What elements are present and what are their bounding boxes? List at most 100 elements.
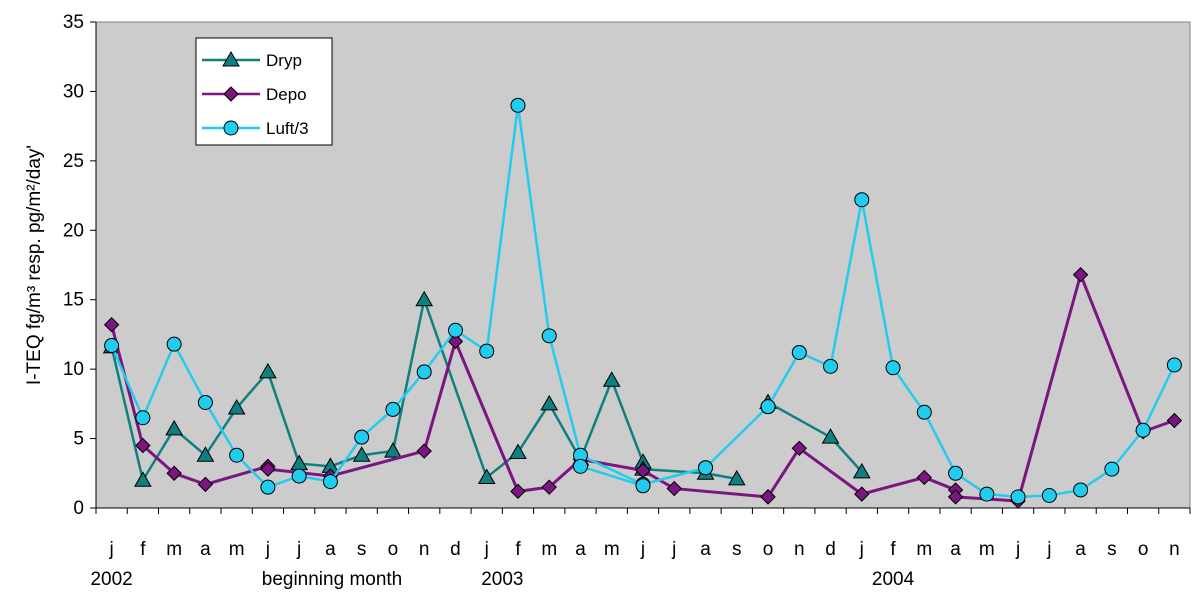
data-point-circle: [541, 328, 557, 344]
series-line: [110, 104, 706, 489]
legend-item: Depo: [202, 85, 307, 104]
data-point-circle: [291, 468, 307, 484]
y-tick-labels: 0 5 10 15 20 25 30 35: [63, 12, 84, 519]
data-point-circle: [854, 192, 870, 208]
data-point-circle: [948, 465, 964, 481]
x-tick-label: f: [515, 539, 521, 560]
data-point-diamond: [197, 476, 214, 493]
data-point-circle: [354, 429, 370, 445]
x-tick-label: j: [671, 539, 676, 560]
x-tick-label: j: [640, 539, 645, 560]
data-point-triangle: [852, 462, 871, 479]
data-point-circle: [885, 360, 901, 376]
data-point-triangle: [134, 471, 152, 487]
x-tick-label: d: [450, 539, 461, 560]
x-tick-label: j: [1015, 539, 1020, 560]
legend-item: Luft/3: [202, 119, 309, 138]
data-point-circle: [416, 364, 432, 380]
y-tick-label: 10: [63, 359, 84, 380]
x-tick-label: s: [1107, 539, 1117, 560]
data-point-triangle: [227, 399, 246, 415]
data-point-diamond: [447, 333, 464, 350]
x-tick-label: a: [1075, 539, 1086, 560]
data-point-diamond: [1166, 412, 1183, 429]
data-point-triangle: [222, 50, 240, 67]
x-tick-label: d: [825, 539, 836, 560]
x-tick-label: n: [419, 539, 430, 560]
year-labels: 2002 2003 2004: [90, 569, 914, 590]
data-point-circle: [979, 486, 995, 502]
data-point-circle: [1135, 422, 1151, 438]
data-point-circle: [1010, 489, 1026, 505]
y-tick-label: 25: [63, 151, 84, 172]
x-tick-label: j: [265, 539, 270, 560]
data-point-circle: [698, 460, 714, 476]
legend-item: Dryp: [202, 50, 302, 70]
x-tick-label: f: [890, 539, 896, 560]
data-point-circle: [166, 336, 182, 352]
data-point-circle: [572, 458, 588, 474]
x-tick-label: f: [140, 539, 146, 560]
data-point-circle: [1041, 488, 1057, 504]
data-point-circle: [635, 478, 651, 494]
x-tick-label: m: [979, 539, 995, 560]
data-point-diamond: [166, 465, 182, 481]
y-tick-label: 30: [63, 81, 84, 102]
data-point-circle: [197, 394, 213, 410]
year-label: 2004: [872, 569, 915, 590]
data-point-triangle: [727, 469, 746, 486]
data-point-triangle: [415, 290, 434, 307]
data-point-circle: [760, 399, 776, 415]
legend-label: Luft/3: [266, 119, 309, 138]
y-axis-label: I-TEQ fg/m³ resp. pg/m²/day': [24, 145, 45, 385]
data-point-diamond: [760, 489, 776, 505]
data-point-triangle: [259, 362, 277, 379]
data-point-circle: [791, 344, 807, 360]
data-point-triangle: [821, 428, 840, 444]
data-point-circle: [447, 322, 463, 338]
data-point-triangle: [477, 468, 496, 484]
data-point-circle: [1104, 461, 1120, 477]
data-point-circle: [1166, 357, 1182, 373]
axes: [90, 21, 1191, 514]
series-luft-3: [104, 97, 1182, 505]
x-tick-label: j: [859, 539, 864, 560]
year-label: 2003: [481, 569, 523, 590]
data-point-circle: [229, 447, 245, 463]
y-tick-label: 20: [63, 220, 84, 241]
x-tick-label: m: [229, 539, 245, 560]
x-tick-label: j: [484, 539, 489, 560]
y-tick-label: 35: [63, 12, 84, 33]
x-tick-label: s: [357, 539, 367, 560]
x-tick-label: a: [325, 539, 336, 560]
data-point-triangle: [540, 394, 559, 411]
series-layer: [102, 97, 1183, 509]
x-tick-label: a: [950, 539, 961, 560]
x-tick-label: a: [200, 539, 211, 560]
x-tick-label: m: [166, 539, 182, 560]
x-tick-label: m: [604, 539, 620, 560]
data-point-diamond: [1072, 267, 1089, 283]
data-point-circle: [322, 474, 338, 490]
data-point-circle: [510, 97, 526, 113]
data-point-triangle: [384, 442, 402, 458]
x-tick-label: s: [732, 539, 742, 560]
x-tick-label: m: [916, 539, 932, 560]
x-tick-label: m: [541, 539, 557, 560]
x-tick-label: o: [388, 539, 399, 560]
legend-label: Dryp: [266, 51, 302, 70]
data-point-triangle: [602, 371, 621, 387]
data-point-diamond: [947, 489, 964, 505]
data-point-diamond: [103, 317, 120, 333]
y-tick-label: 15: [63, 290, 84, 311]
data-point-circle: [260, 479, 276, 495]
data-point-triangle: [509, 443, 527, 459]
year-label: 2002: [90, 569, 132, 590]
data-point-circle: [385, 401, 401, 417]
x-tick-label: n: [794, 539, 805, 560]
data-point-circle: [135, 410, 151, 426]
data-point-diamond: [223, 86, 239, 102]
data-point-circle: [823, 358, 839, 374]
data-point-diamond: [916, 469, 933, 486]
